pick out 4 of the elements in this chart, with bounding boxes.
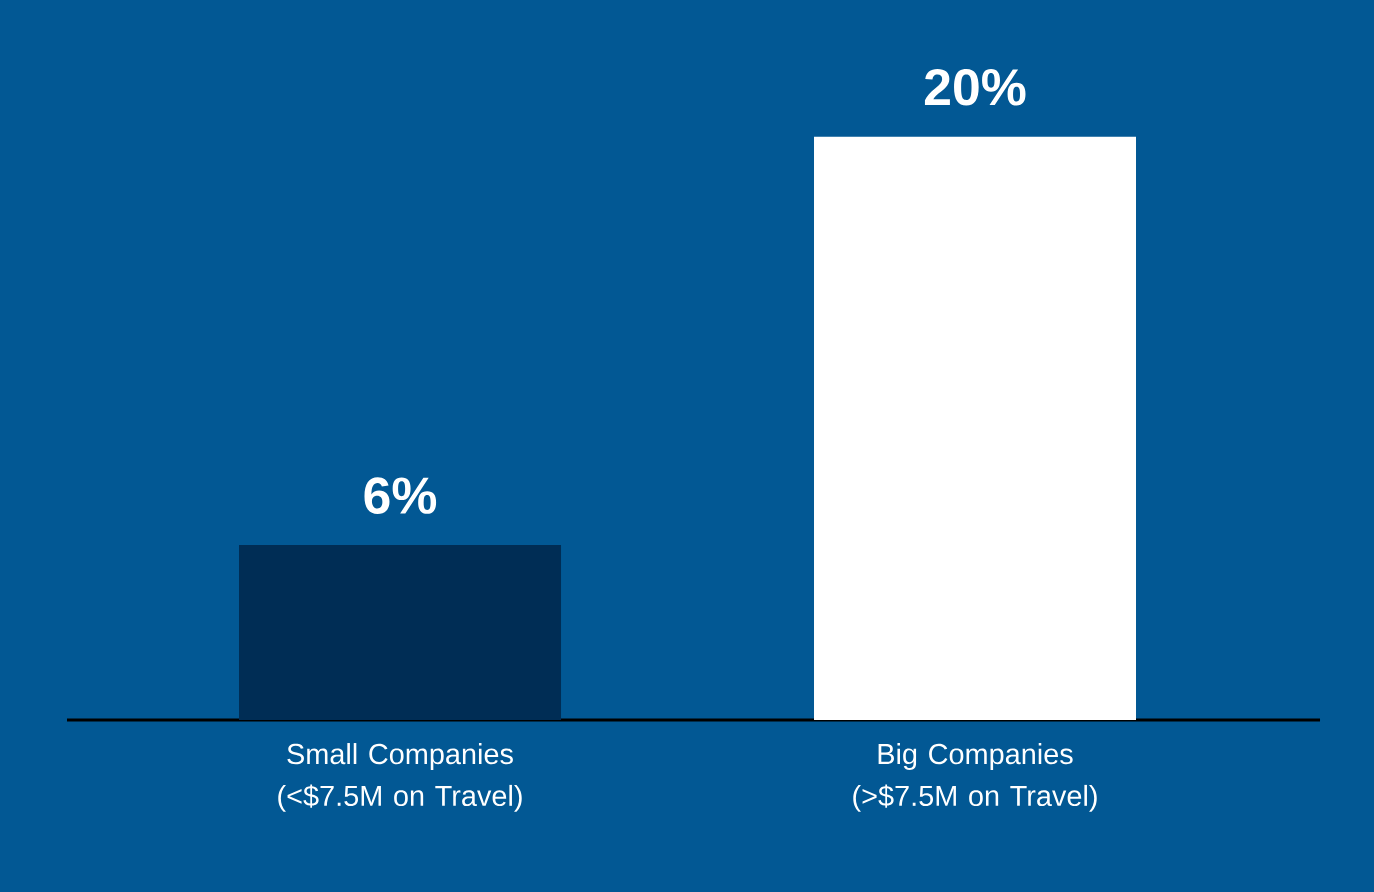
data-label: 20% <box>924 68 1026 106</box>
x-tick-label: Big Companies (>$7.5M on Travel) <box>853 743 1097 812</box>
x-tick-label: Small Companies (<$7.5M on Travel) <box>278 743 522 812</box>
data-label: 6% <box>364 477 437 514</box>
